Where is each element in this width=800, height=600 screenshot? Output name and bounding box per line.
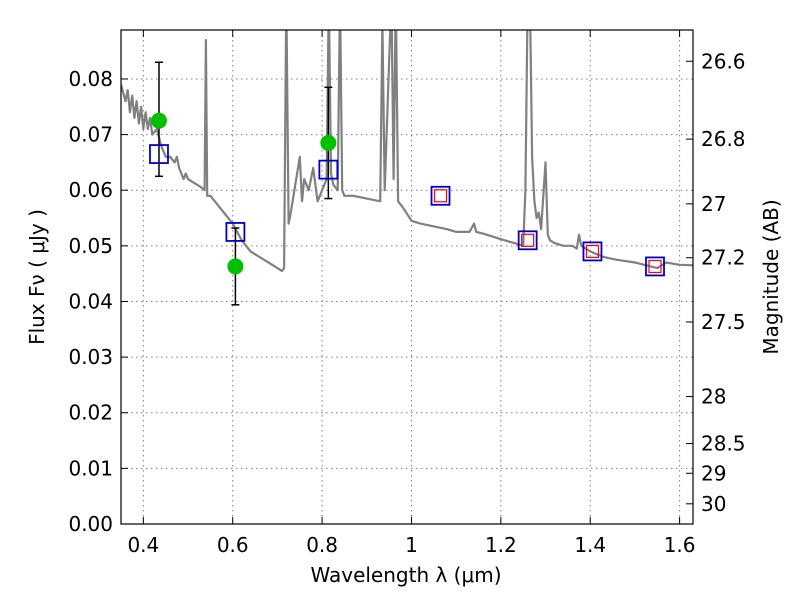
x-axis-label: Wavelength λ (μm)	[310, 563, 501, 587]
y-tick-label: 0.04	[68, 289, 113, 313]
grid-lines	[121, 30, 693, 525]
right-axis-label: Magnitude (AB)	[759, 199, 783, 354]
model-spectrum-line	[121, 30, 693, 272]
x-tick-label: 1.2	[485, 533, 517, 557]
y-tick-label: 0.08	[68, 67, 113, 91]
y-tick-label: 0.01	[68, 456, 113, 480]
y-tick-label: 0.06	[68, 178, 113, 202]
model-band-square	[225, 222, 246, 242]
model-band-square	[645, 256, 665, 277]
axis-ticks: 0.4 0.6 0.8 1 1.2 1.4 1.6 0.00 0.01 0.02 0.03 0.04 0…	[68, 30, 746, 557]
data-markers	[149, 61, 665, 306]
plot-frame	[120, 29, 694, 525]
y-tick-label: 0.03	[68, 345, 113, 369]
y2-tick-label: 30	[701, 492, 726, 516]
x-tick-label: 0.4	[127, 533, 159, 557]
model-band-square	[430, 185, 451, 206]
y-axis-label: Flux Fν ( μJy )	[25, 209, 49, 345]
y-tick-label: 0.05	[68, 234, 113, 258]
observed-point	[227, 258, 244, 275]
x-tick-label: 0.8	[306, 533, 338, 557]
model-band-square	[517, 230, 538, 251]
model-band-square	[318, 159, 339, 180]
y-tick-label: 0.00	[68, 512, 113, 536]
model-band-square	[149, 144, 169, 164]
observed-point	[320, 134, 337, 151]
y2-tick-label: 28	[701, 385, 726, 409]
model-band-inner-square	[521, 233, 535, 247]
x-tick-label: 1.4	[574, 533, 606, 557]
y2-tick-label: 27	[701, 192, 726, 216]
y2-tick-label: 27.2	[701, 246, 746, 270]
x-tick-label: 1.6	[664, 533, 696, 557]
model-band-inner-square	[648, 259, 662, 274]
model-band-square	[582, 241, 603, 262]
y2-tick-label: 27.5	[701, 310, 746, 334]
y-tick-label: 0.02	[68, 401, 113, 425]
observed-point	[150, 112, 167, 129]
y2-tick-label: 26.8	[701, 127, 746, 151]
y2-tick-label: 28.5	[701, 432, 746, 456]
model-band-inner-square	[433, 189, 448, 203]
y2-tick-label: 29	[701, 461, 726, 485]
y2-tick-label: 26.6	[701, 49, 746, 73]
model-band-inner-square	[585, 244, 600, 259]
x-tick-label: 0.6	[217, 533, 249, 557]
x-tick-label: 1	[405, 533, 418, 557]
y-tick-label: 0.07	[68, 123, 113, 147]
